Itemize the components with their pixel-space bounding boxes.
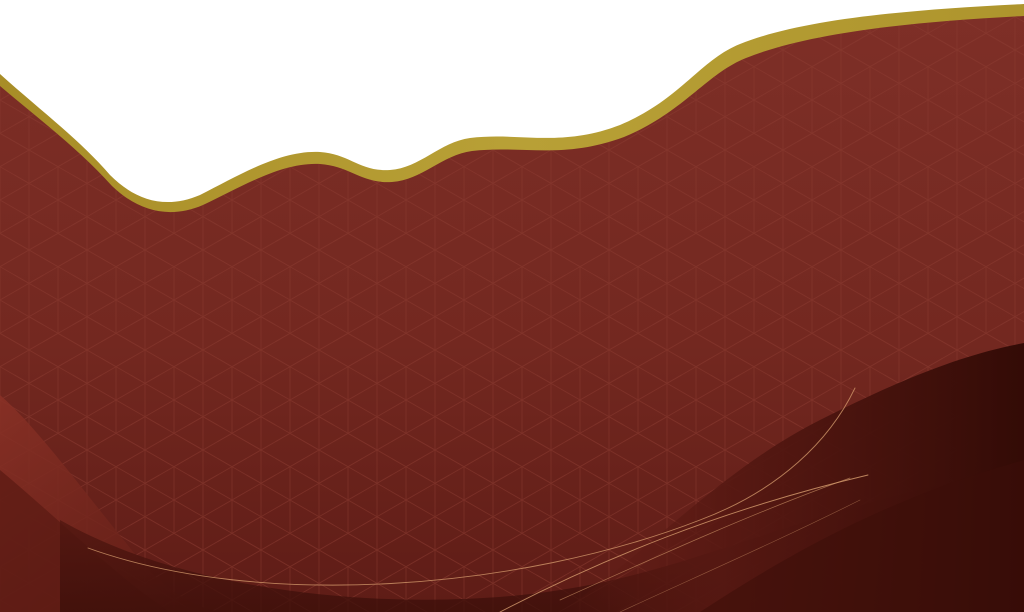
gold-thread-lines <box>87 387 869 612</box>
